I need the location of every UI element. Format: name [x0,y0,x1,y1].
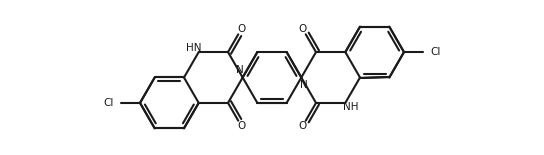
Text: N: N [236,65,244,75]
Text: Cl: Cl [104,98,114,108]
Text: N: N [300,80,308,90]
Text: O: O [299,121,307,131]
Text: Cl: Cl [430,47,440,57]
Text: HN: HN [186,43,201,53]
Text: O: O [299,24,307,34]
Text: O: O [237,121,245,131]
Text: O: O [237,24,245,34]
Text: NH: NH [343,102,358,112]
